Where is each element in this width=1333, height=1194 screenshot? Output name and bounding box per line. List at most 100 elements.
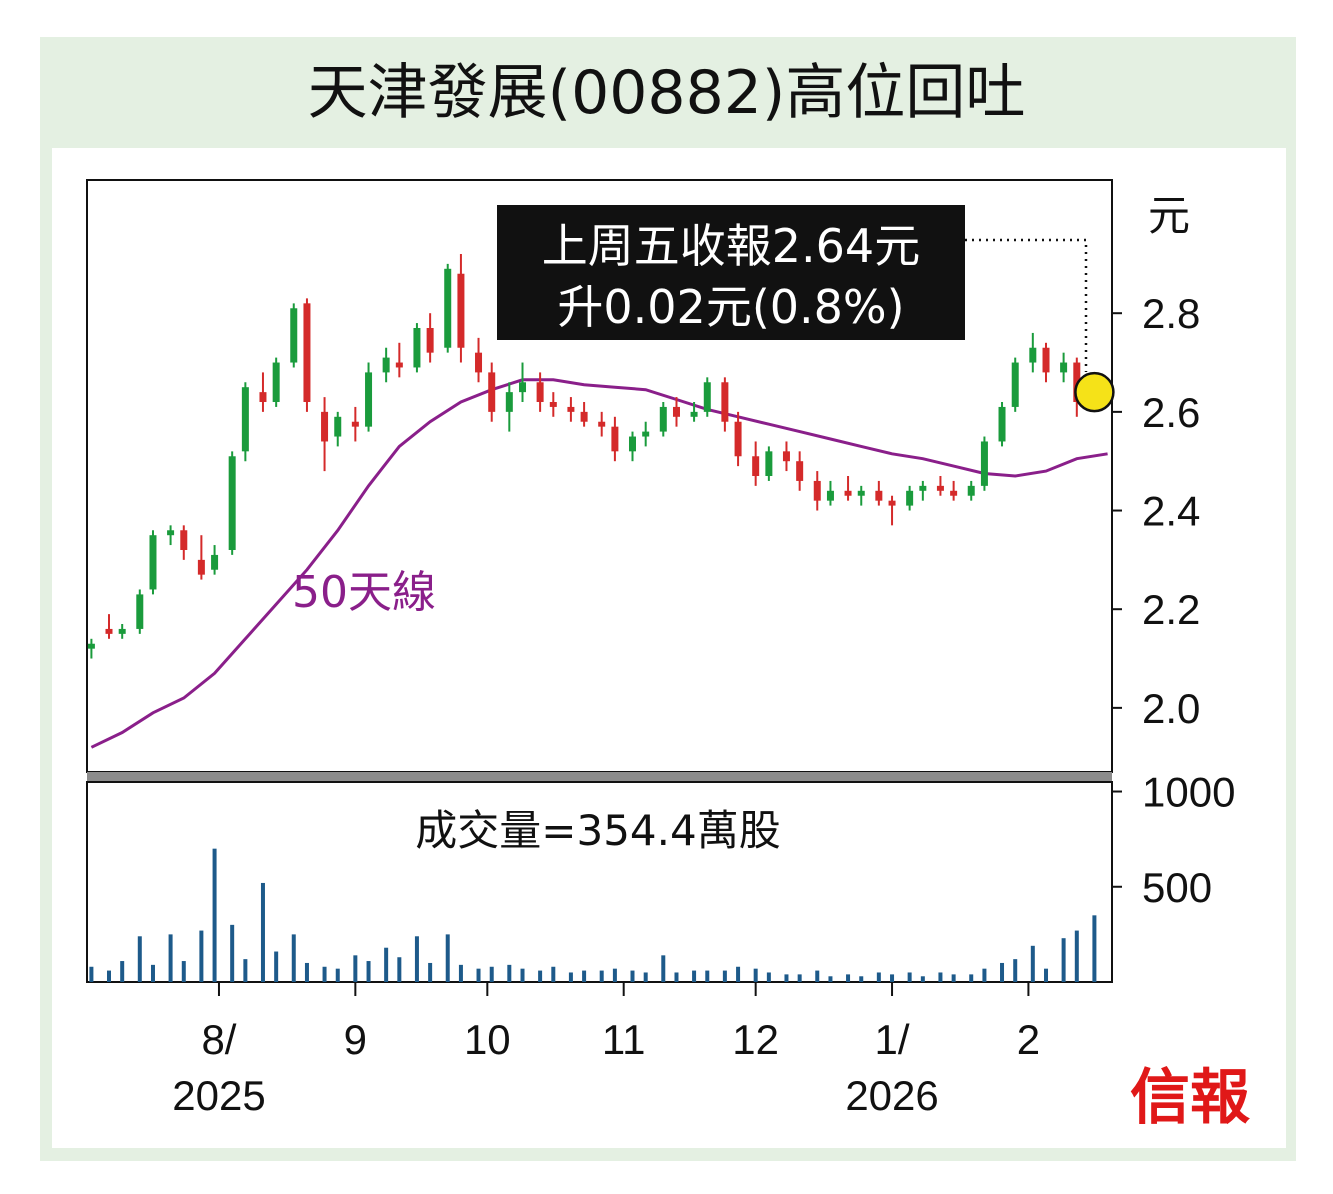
volume-bar <box>797 974 802 982</box>
candle-body <box>844 490 852 496</box>
volume-bar <box>445 934 450 982</box>
price-tick-label: 2.4 <box>1142 488 1200 535</box>
candle-body <box>303 303 311 402</box>
date-tick-label: 11 <box>602 1016 646 1063</box>
candle-body <box>549 402 557 407</box>
candle-body <box>105 628 113 634</box>
volume-bar <box>1061 938 1066 982</box>
axis-layer: 2.0 2.2 2.4 2.6 2.8 500 1000 8/9 10 11 12 1/2 2025 20… <box>172 290 1235 1119</box>
volume-bar <box>304 962 309 982</box>
volume-bar <box>507 964 512 982</box>
candle-body <box>197 559 205 575</box>
volume-bar <box>661 955 666 982</box>
volume-bar <box>414 936 419 982</box>
price-unit-label: 元 <box>1148 191 1190 240</box>
volume-bar <box>890 974 895 982</box>
last-close-highlight <box>1074 371 1115 413</box>
brand-logo: 信報 <box>1130 1063 1250 1133</box>
volume-bar <box>199 930 204 982</box>
volume-bar <box>384 947 389 982</box>
candle-body <box>211 554 219 570</box>
date-tick-label: 1/ <box>875 1016 910 1063</box>
volume-bar <box>674 972 679 982</box>
candle-body <box>980 441 988 486</box>
volume-bar <box>212 848 217 982</box>
candle-body <box>334 416 342 437</box>
volume-bar <box>1030 945 1035 982</box>
date-tick-label: 8/ <box>201 1016 236 1063</box>
volume-bar <box>1000 962 1005 982</box>
volume-bar <box>520 968 525 982</box>
candle-body <box>149 535 157 590</box>
volume-bar <box>705 970 710 982</box>
candle-layer <box>87 254 1098 659</box>
candle-body <box>382 357 390 373</box>
candle-body <box>259 392 267 402</box>
volume-bar <box>230 924 235 982</box>
candle-body <box>457 273 465 348</box>
volume-bar <box>582 970 587 982</box>
candle-body <box>936 485 944 491</box>
volume-bar <box>274 951 279 982</box>
candle-body <box>536 382 544 402</box>
volume-bar <box>736 966 741 982</box>
volume-layer <box>89 848 1097 982</box>
volume-bar <box>1074 930 1079 982</box>
candle-body <box>567 406 575 412</box>
volume-bar <box>846 974 851 982</box>
candle-body <box>505 392 513 412</box>
candle-body <box>998 406 1006 442</box>
volume-bar <box>538 970 543 982</box>
volume-bar <box>859 976 864 982</box>
candle-body <box>1042 347 1050 373</box>
volume-label: 成交量=354.4萬股 <box>415 806 780 855</box>
candle-body <box>857 490 865 496</box>
volume-bar <box>551 966 556 982</box>
candle-body <box>167 530 175 536</box>
candle-body <box>906 490 914 506</box>
chart-title: 天津發展(00882)高位回吐 <box>307 58 1026 128</box>
volume-bar <box>458 964 463 982</box>
year-label: 2025 <box>172 1072 265 1119</box>
candle-body <box>752 456 760 476</box>
candle-body <box>919 485 927 491</box>
volume-bar <box>938 972 943 982</box>
volume-bar <box>260 882 265 982</box>
volume-bar <box>982 968 987 982</box>
volume-bar <box>599 970 604 982</box>
candle-body <box>365 372 373 427</box>
candle-body <box>351 421 359 427</box>
annotation-line1: 上周五收報2.64元 <box>542 219 920 273</box>
candle-body <box>659 406 667 432</box>
candle-body <box>888 500 896 506</box>
ma-label: 50天線 <box>292 567 436 618</box>
candle-body <box>690 411 698 417</box>
volume-bar <box>722 970 727 982</box>
volume-bar <box>828 976 833 982</box>
volume-bar <box>784 974 789 982</box>
volume-bar <box>335 968 340 982</box>
volume-bar <box>630 970 635 982</box>
candle-body <box>598 421 606 427</box>
candle-body <box>813 480 821 501</box>
candle-body <box>136 594 144 629</box>
volume-bar <box>753 968 758 982</box>
volume-bar <box>692 970 697 982</box>
candle-body <box>413 328 421 368</box>
volume-bar <box>920 976 925 982</box>
price-tick-label: 2.2 <box>1142 586 1200 633</box>
candle-body <box>180 530 188 550</box>
candle-body <box>611 426 619 452</box>
volume-bar <box>1044 968 1049 982</box>
volume-bar <box>1013 959 1018 982</box>
annotation-leader-line <box>965 238 1088 372</box>
candle-body <box>488 372 496 412</box>
volume-bar <box>969 974 974 982</box>
volume-bar <box>1092 915 1097 982</box>
candle-body <box>875 490 883 501</box>
candle-body <box>765 451 773 476</box>
volume-bar <box>397 957 402 982</box>
volume-bar <box>322 966 327 982</box>
candle-body <box>782 451 790 462</box>
